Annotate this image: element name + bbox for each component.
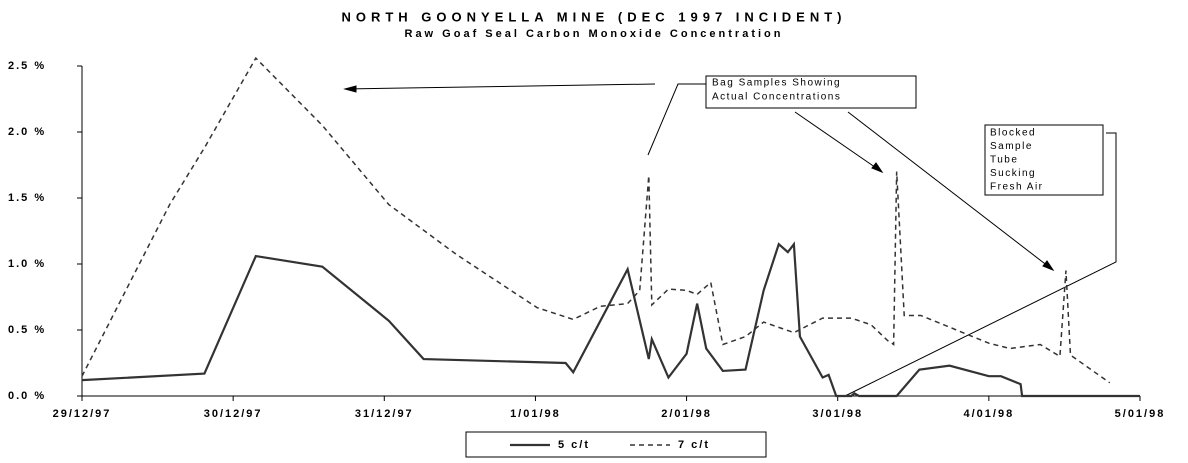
y-tick-label: 1.0 % (8, 258, 46, 270)
legend-label: 5 c/t (558, 439, 590, 451)
x-tick-label: 31/12/97 (355, 408, 414, 420)
x-tick-label: 5/01/98 (1115, 408, 1166, 420)
annotation: Actual Concentrations (712, 92, 841, 103)
x-tick-label: 29/12/97 (53, 408, 112, 420)
line-series (81, 241, 1140, 398)
y-tick-label: 1.5 % (8, 192, 46, 204)
x-tick-label: 1/01/98 (510, 408, 561, 420)
y-tick-label: 2.0 % (8, 126, 46, 138)
annotation: Sample (990, 141, 1033, 152)
annotation: Fresh Air (990, 182, 1044, 193)
annotation: Bag Samples Showing (712, 78, 841, 89)
y-tick-label: 0.0 % (8, 390, 46, 402)
annotation-box (984, 124, 1104, 196)
annotation: Blocked (990, 128, 1036, 139)
y-tick-label: 0.5 % (8, 324, 46, 336)
chart-subtitle: Raw Goaf Seal Carbon Monoxide Concentrat… (405, 28, 784, 40)
annotation-lines (343, 83, 1117, 397)
annotation-box (705, 75, 917, 109)
annotations: Bag Samples Showing Actual Concentrations… (712, 78, 1044, 193)
legend-label: 7 c/t (678, 439, 710, 451)
line-series (81, 56, 1111, 384)
chart-title: NORTH GOONYELLA MINE (DEC 1997 INCIDENT) (341, 9, 846, 24)
y-tick-label: 2.5 % (8, 60, 46, 72)
annotation: Tube (990, 155, 1018, 166)
x-tick-label: 4/01/98 (964, 408, 1015, 420)
annotation: Sucking (990, 168, 1036, 179)
x-tick-label: 2/01/98 (661, 408, 712, 420)
x-tick-label: 3/01/98 (812, 408, 863, 420)
x-tick-label: 30/12/97 (204, 408, 263, 420)
